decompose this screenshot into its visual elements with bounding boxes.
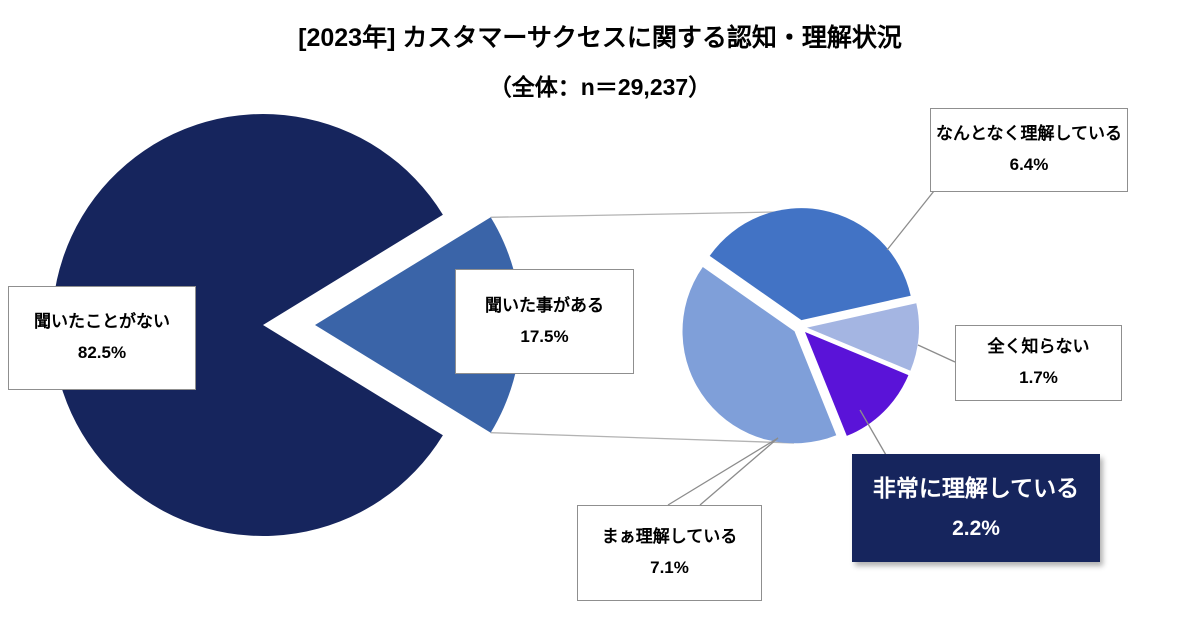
callout-heard-label: 聞いた事がある — [485, 295, 604, 315]
leader-line-fully-understand — [859, 409, 887, 456]
callout-fully-understand-label: 非常に理解している — [872, 474, 1080, 501]
callout-not-heard-label: 聞いたことがない — [34, 312, 170, 332]
main-pie-slice-not-heard — [52, 114, 443, 536]
callout-not-heard: 聞いたことがない 82.5% — [8, 286, 196, 390]
callout-dont-know-label: 全く知らない — [987, 337, 1090, 357]
sub-pie-slice-somewhat-understand — [709, 208, 911, 321]
callout-dont-know: 全く知らない 1.7% — [955, 325, 1122, 401]
sub-pie-slice-dont-know — [807, 303, 920, 371]
chart-title: [2023年] カスタマーサクセスに関する認知・理解状況 — [298, 24, 902, 52]
callout-fully-understand-value: 2.2% — [952, 517, 1000, 541]
callout-heard-value: 17.5% — [520, 326, 569, 346]
connector-line-bottom — [490, 432, 795, 444]
callout-somewhat-understand: なんとなく理解している 6.4% — [930, 108, 1128, 192]
callout-mostly-understand-value: 7.1% — [650, 558, 689, 577]
callout-heard: 聞いた事がある 17.5% — [455, 269, 634, 374]
callout-dont-know-value: 1.7% — [1019, 368, 1058, 387]
callout-somewhat-understand-label: なんとなく理解している — [936, 124, 1122, 144]
chart-subtitle: （全体：n＝29,237） — [488, 74, 712, 100]
sub-pie-slice-mostly-understand — [682, 267, 837, 444]
callout-mostly-understand: まぁ理解している 7.1% — [577, 505, 762, 601]
leader-line-somewhat-understand — [886, 190, 935, 251]
callout-mostly-understand-label: まぁ理解している — [601, 527, 738, 547]
callout-somewhat-understand-value: 6.4% — [1009, 155, 1049, 174]
leader-callout-mostly-understand — [667, 437, 779, 506]
callout-fully-understand: 非常に理解している 2.2% — [852, 454, 1100, 562]
callout-not-heard-value: 82.5% — [77, 343, 127, 362]
connector-line-top — [490, 211, 776, 218]
leader-line-dont-know — [917, 344, 956, 363]
sub-pie-slice-fully-understand — [805, 332, 909, 436]
